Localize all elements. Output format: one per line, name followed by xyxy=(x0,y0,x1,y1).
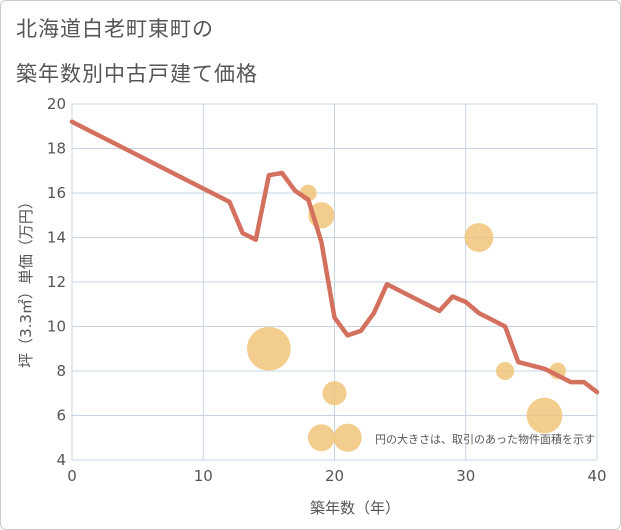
bubble-3 xyxy=(307,424,335,452)
bubble-0 xyxy=(246,326,291,371)
grid-lines xyxy=(71,103,598,461)
chart-title-line2: 築年数別中古戸建て価格 xyxy=(16,62,258,86)
bubble-4 xyxy=(322,381,347,406)
x-tick-0: 0 xyxy=(67,467,77,485)
x-tick-1: 10 xyxy=(194,467,213,485)
y-tick-labels: 4 6 8 10 12 14 16 18 20 xyxy=(47,95,66,469)
bubble-size-note: 円の大きさは、取引のあった物件面積を示す xyxy=(375,432,595,446)
y-tick-4: 12 xyxy=(47,273,66,291)
y-tick-2: 8 xyxy=(56,362,66,380)
x-tick-4: 40 xyxy=(587,467,606,485)
x-tick-2: 20 xyxy=(325,467,344,485)
average-price-line xyxy=(69,119,600,395)
bubble-8 xyxy=(526,397,563,434)
x-tick-labels: 0 10 20 30 40 xyxy=(67,467,606,485)
bubble-5 xyxy=(333,423,362,452)
y-tick-1: 6 xyxy=(56,407,66,425)
bubble-6 xyxy=(464,223,494,252)
y-tick-6: 16 xyxy=(47,184,66,202)
x-tick-3: 30 xyxy=(456,467,475,485)
x-axis-label: 築年数（年） xyxy=(310,499,400,517)
y-tick-7: 18 xyxy=(47,140,66,158)
bubble-series xyxy=(246,184,567,452)
y-tick-8: 20 xyxy=(47,95,66,113)
bubble-7 xyxy=(496,361,515,381)
y-tick-3: 10 xyxy=(47,318,66,336)
chart-title-line1: 北海道白老町東町の xyxy=(16,17,214,41)
y-axis-label: 坪（3.3㎡）単価（万円） xyxy=(17,194,35,368)
y-tick-0: 4 xyxy=(56,451,66,469)
y-tick-5: 14 xyxy=(47,229,66,247)
